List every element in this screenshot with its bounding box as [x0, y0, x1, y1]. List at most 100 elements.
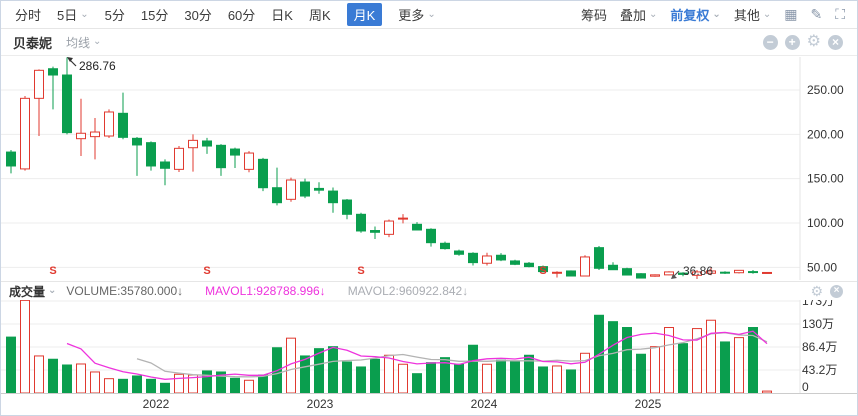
adjust-mode[interactable]: 前复权 ⌄ — [670, 5, 720, 24]
volume-bar — [636, 353, 646, 394]
volume-bar — [342, 361, 352, 394]
mavol1-line — [66, 330, 768, 380]
more-menu[interactable]: 更多 ⌄ — [398, 5, 435, 24]
candle-body — [370, 230, 380, 233]
candle-body — [272, 187, 282, 204]
candle-body — [440, 242, 450, 250]
volume-indicator-selector[interactable]: 成交量 ⌄ — [1, 283, 56, 300]
period-30min[interactable]: 30分 — [184, 5, 211, 24]
volume-bar — [202, 370, 212, 394]
volume-bar — [132, 375, 142, 394]
period-month-k[interactable]: 月K — [346, 3, 383, 26]
volume-pane[interactable]: 173万 130万 86.4万 43.2万 0 2022 2023 2024 2025 — [1, 300, 857, 415]
volume-bar — [566, 369, 576, 394]
candle-body — [762, 271, 772, 274]
volume-bar — [48, 358, 58, 394]
volume-tick-label: 86.4万 — [802, 340, 837, 354]
candle-body — [160, 161, 170, 169]
chip-distribution[interactable]: 筹码 — [581, 5, 607, 24]
settings-icon[interactable]: ⚙ — [806, 33, 821, 50]
high-annotation-arrowhead — [67, 57, 73, 62]
candle-body — [608, 264, 618, 271]
period-month-k-label: 月K — [353, 8, 376, 23]
volume-bar — [706, 319, 716, 394]
period-15min[interactable]: 15分 — [141, 5, 168, 24]
candle-body — [622, 268, 632, 276]
volume-bar — [104, 378, 114, 394]
overlay-menu[interactable]: 叠加 ⌄ — [620, 5, 657, 24]
period-realtime[interactable]: 分时 — [15, 5, 41, 24]
volume-bar — [230, 377, 240, 394]
period-toolbar-right: 筹码 叠加 ⌄ 前复权 ⌄ 其他 ⌄ ▦ ✎ ⛶ — [581, 5, 857, 24]
close-icon[interactable]: × — [828, 34, 843, 50]
volume-bar — [552, 365, 562, 394]
volume-bar — [384, 354, 394, 394]
sell-signal-marker: S — [49, 265, 56, 277]
candle-body — [342, 199, 352, 215]
candle-body — [20, 97, 30, 170]
volume-bar — [314, 348, 324, 394]
volume-control-icons: ⚙ × — [810, 284, 857, 298]
period-60min[interactable]: 60分 — [228, 5, 255, 24]
volume-tick-label: 130万 — [802, 317, 834, 331]
candle-body — [454, 250, 464, 255]
chevron-down-icon: ⌄ — [48, 285, 57, 296]
volume-bar — [160, 382, 170, 394]
year-label: 2023 — [307, 397, 334, 411]
volume-bar — [370, 358, 380, 394]
candle-body — [258, 158, 268, 189]
period-week-k-label: 周K — [308, 8, 331, 23]
candle-body — [496, 254, 506, 261]
chevron-down-icon: ⌄ — [649, 8, 658, 20]
candle-body — [244, 152, 254, 170]
volume-bar — [468, 344, 478, 394]
sell-signal-marker: S — [357, 265, 364, 277]
ma-overlay-selector[interactable]: 均线 ⌄ — [66, 34, 101, 51]
price-tick-label: 200.00 — [807, 127, 844, 141]
volume-header: 成交量 ⌄ VOLUME:35780.000↓ MAVOL1:928788.99… — [1, 281, 857, 300]
stock-name: 贝泰妮 — [13, 35, 53, 51]
candle-body — [706, 270, 716, 274]
candle-body — [552, 271, 562, 274]
other-menu-label: 其他 — [733, 8, 760, 23]
candle-body — [580, 256, 590, 277]
volume-bar — [664, 327, 674, 394]
period-5day[interactable]: 5日 ⌄ — [57, 5, 89, 24]
price-tick-label: 250.00 — [807, 83, 844, 97]
zoom-in-icon[interactable]: + — [784, 34, 800, 50]
period-30min-label: 30分 — [184, 8, 212, 23]
volume-bar — [300, 355, 310, 394]
volume-bar — [146, 378, 156, 394]
price-tick-label: 150.00 — [807, 172, 844, 186]
period-week-k[interactable]: 周K — [309, 5, 331, 24]
grid-icon[interactable]: ▦ — [784, 6, 798, 22]
volume-bar — [258, 374, 268, 394]
period-day-k[interactable]: 日K — [271, 5, 293, 24]
period-60min-label: 60分 — [227, 8, 256, 23]
year-label: 2022 — [143, 397, 170, 411]
price-pane[interactable]: 250.00 200.00 150.00 100.00 50.00 S S S S 286.76 3… — [1, 57, 857, 280]
other-menu[interactable]: 其他 ⌄ — [734, 5, 771, 24]
pencil-icon[interactable]: ✎ — [810, 6, 823, 22]
volume-bar — [6, 336, 16, 394]
candle-body — [650, 274, 660, 277]
volume-bar — [90, 371, 100, 394]
volume-bar — [412, 373, 422, 394]
fullscreen-icon[interactable]: ⛶ — [835, 6, 845, 22]
more-menu-label: 更多 — [398, 8, 425, 23]
overlay-menu-label: 叠加 — [620, 8, 647, 23]
zoom-out-icon[interactable]: − — [762, 34, 778, 50]
chevron-down-icon: ⌄ — [80, 8, 89, 20]
volume-bar — [608, 321, 618, 394]
price-tick-label: 50.00 — [807, 260, 837, 274]
volume-bar — [118, 378, 128, 394]
vol-close-icon[interactable]: × — [830, 284, 843, 298]
candle-body — [62, 74, 72, 134]
period-5min[interactable]: 5分 — [105, 5, 125, 24]
candle-body — [468, 252, 478, 264]
volume-bar — [34, 355, 44, 394]
vol-settings-icon[interactable]: ⚙ — [810, 283, 823, 299]
period-toolbar: 分时 5日 ⌄ 5分 15分 30分 60分 日K 周K 月K 更多 ⌄ 筹码 叠加 ⌄ 前复权 ⌄ 其他 ⌄ ▦ ✎… — [1, 1, 857, 29]
period-day-k-label: 日K — [271, 8, 293, 23]
